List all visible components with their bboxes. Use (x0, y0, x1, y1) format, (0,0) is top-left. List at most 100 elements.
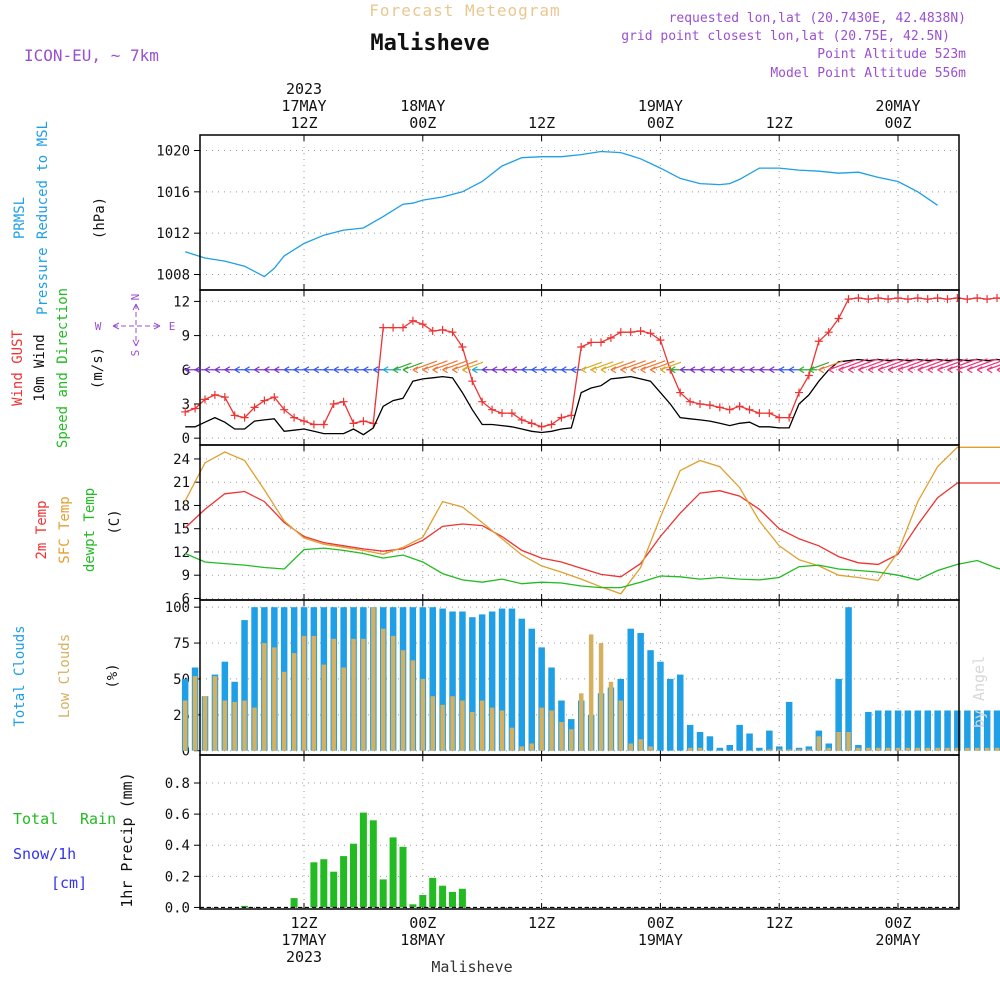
temp-label-unit: (C) (107, 509, 123, 534)
gust-point (458, 342, 467, 351)
time-label: 00Z (647, 114, 674, 132)
wind-arrow-head (867, 366, 874, 374)
bar-low_clouds (420, 678, 426, 751)
gust-point (686, 397, 695, 406)
bar-low_clouds (767, 749, 772, 751)
bar-total_clouds (954, 710, 961, 751)
wind-arrow (858, 358, 889, 371)
bar-low_clouds (499, 710, 505, 751)
gust-point (468, 377, 477, 386)
bar-rain (290, 898, 298, 908)
wind-arrow (392, 362, 412, 371)
bar-low_clouds (965, 747, 970, 751)
time-label: 2023 (286, 80, 322, 98)
gust-point (240, 413, 249, 422)
bar-low_clouds (321, 664, 327, 751)
wind-arrow (660, 361, 682, 371)
wind-arrow-head (551, 366, 557, 374)
bar-rain (241, 905, 249, 908)
tick-label: 9 (182, 329, 190, 345)
wind-arrow (976, 360, 1000, 371)
wind-arrow (462, 361, 484, 371)
wind-arrow-head (818, 366, 825, 374)
wind-arrow (818, 360, 843, 371)
gust-point (814, 337, 823, 346)
bar-total_clouds (686, 724, 694, 751)
wind-arrow-head (689, 366, 696, 374)
time-label: 12Z (528, 114, 555, 132)
wind-arrow (877, 358, 909, 371)
wind-arrow-head (630, 366, 637, 374)
wind-arrow-head (234, 366, 241, 374)
bar-low_clouds (232, 701, 237, 751)
gust-point (824, 328, 833, 337)
gust-point (933, 293, 942, 302)
wind-arrow-head (590, 366, 597, 374)
gust-point (646, 329, 655, 338)
compass-icon: N S W E (95, 294, 176, 357)
wind-arrow-head (432, 366, 439, 374)
gust-point (527, 419, 536, 428)
tick-label: 15 (173, 522, 190, 538)
bar-total_clouds (548, 667, 555, 751)
wind-arrow-head (541, 366, 547, 374)
gust-point (834, 314, 843, 323)
bar-total_clouds (488, 611, 496, 751)
wind-arrow-head (739, 366, 745, 374)
tick-label: 0.8 (165, 776, 190, 792)
wind-arrow-head (887, 366, 894, 374)
bar-low_clouds (579, 693, 584, 751)
gust-point (903, 295, 912, 304)
wind-arrow (967, 358, 998, 371)
bar-total_clouds (657, 661, 664, 751)
bar-low_clouds (202, 696, 208, 751)
wind-arrow-head (264, 366, 270, 374)
wind-arrow (422, 360, 448, 371)
point-altitude: Point Altitude 523m (817, 47, 966, 62)
gust-point (795, 388, 803, 397)
time-label: 20MAY (875, 97, 920, 115)
gust-point (488, 405, 497, 414)
temp-label-sfc: SFC Temp (57, 496, 73, 563)
wind-arrow-head (561, 366, 567, 374)
time-label: 18MAY (400, 97, 445, 115)
wind-arrow-head (838, 366, 844, 374)
wind-arrow-head (501, 366, 508, 374)
wind-arrow (937, 358, 969, 371)
wind-arrow-head (353, 366, 359, 374)
wind-arrow-head (808, 366, 815, 374)
cloud-label-total: Total Clouds (12, 625, 28, 726)
bar-low_clouds (539, 707, 544, 751)
bar-low_clouds (786, 749, 792, 751)
wind-arrow-head (422, 366, 429, 374)
wind-arrow-head (511, 366, 518, 374)
bar-total_clouds (914, 710, 922, 751)
bar-rain (379, 879, 387, 908)
gust-point (953, 293, 962, 302)
gust-point (389, 323, 398, 332)
bar-low_clouds (777, 749, 782, 751)
gust-point (587, 338, 596, 347)
tick-label: 100 (165, 600, 190, 616)
wind-label-speed-direction: Speed and Direction (55, 288, 71, 448)
bar-total_clouds (716, 747, 724, 751)
wind-arrow-head (244, 366, 250, 374)
gust-point (696, 399, 704, 408)
model-name: ICON-EU, ~ 7km (24, 46, 159, 65)
wind-arrow-head (858, 366, 864, 374)
series-line-sfc (184, 446, 1000, 595)
bar-low_clouds (816, 736, 822, 751)
tick-label: 1020 (156, 144, 190, 160)
wind-arrow-head (610, 366, 617, 374)
bar-low_clouds (885, 747, 891, 751)
wind-arrow (620, 360, 646, 371)
bar-rain (409, 904, 417, 908)
bar-total_clouds (983, 710, 991, 751)
wind-arrow-head (283, 366, 290, 374)
wind-arrow-head (788, 366, 795, 374)
wind-arrow-head (382, 366, 389, 374)
gust-point (606, 333, 615, 342)
wind-arrow-head (660, 366, 666, 374)
